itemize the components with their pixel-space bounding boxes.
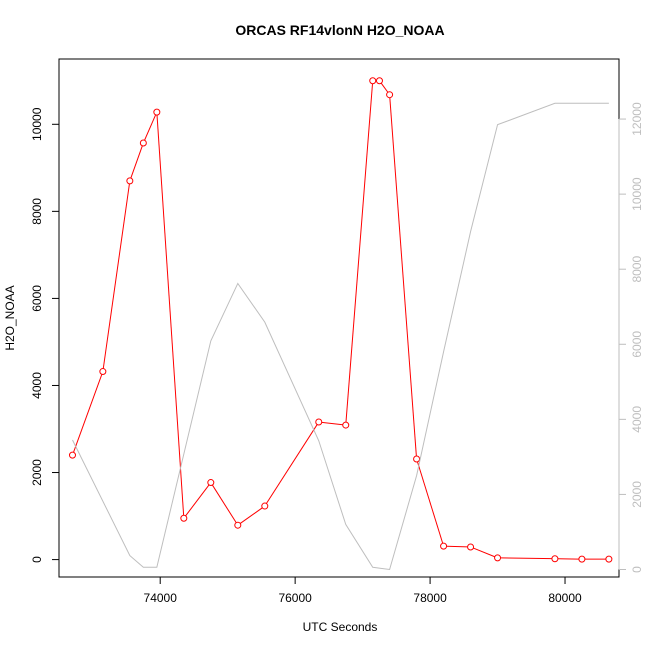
series-layer: [68, 77, 613, 571]
y2-tick-label: 4000: [630, 406, 644, 433]
series-0-segment: [130, 145, 143, 179]
x-tick-label: 76000: [278, 591, 312, 605]
series-0-point: [315, 418, 323, 426]
series-0-segment: [473, 547, 495, 558]
x-tick-label: 80000: [548, 591, 582, 605]
plot-frame: [58, 58, 620, 578]
y-tick-label: 4000: [30, 372, 44, 399]
series-0-point: [342, 421, 350, 429]
series-0-segment: [211, 484, 237, 523]
y-axis-left: 0 2000 4000 6000 8000 10000: [30, 107, 60, 563]
series-0-segment: [239, 507, 263, 524]
chart-title: ORCAS RF14vlonN H2O_NOAA: [235, 22, 444, 38]
series-0-segment: [265, 424, 318, 504]
y-tick-label: 8000: [30, 198, 44, 225]
x-axis-label: UTC Seconds: [303, 620, 378, 634]
series-0-segment: [345, 83, 373, 423]
y-tick-label: 2000: [30, 459, 44, 486]
y2-tick-label: 0: [630, 566, 644, 573]
y-axis-label: H2O_NOAA: [3, 285, 17, 350]
series-0-segment: [380, 82, 389, 93]
y-tick-label: 6000: [30, 285, 44, 312]
series-0-point: [153, 108, 161, 116]
y-tick-label: 0: [30, 556, 44, 563]
series-0-point: [494, 554, 502, 562]
series-0-point: [207, 479, 215, 487]
series-0-point: [261, 502, 269, 510]
series-0-point: [551, 555, 559, 563]
series-0-point: [99, 368, 107, 376]
y-axis-right: 0 2000 4000 6000 8000 10000 12000: [618, 102, 644, 573]
y2-tick-label: 2000: [630, 481, 644, 508]
series-0-point: [467, 543, 475, 551]
series-0-point: [413, 455, 421, 463]
series-0-segment: [144, 114, 157, 141]
series-0-point: [605, 555, 613, 563]
series-0-segment: [446, 545, 468, 548]
y-tick-label: 10000: [30, 107, 44, 141]
series-0-segment: [389, 97, 417, 457]
series-0-point: [578, 555, 586, 563]
series-0-segment: [73, 374, 103, 453]
series-0-point: [440, 542, 448, 550]
x-tick-label: 78000: [413, 591, 447, 605]
series-0-segment: [102, 183, 130, 369]
y2-tick-label: 6000: [630, 331, 644, 358]
series-0-point: [386, 91, 394, 99]
y2-tick-label: 10000: [630, 177, 644, 211]
series-0-point: [126, 177, 134, 185]
series-0-segment: [185, 484, 210, 517]
series-0-point: [234, 521, 242, 529]
y2-tick-label: 8000: [630, 256, 644, 283]
series-0-segment: [500, 557, 552, 560]
series-0-point: [180, 514, 188, 522]
series-0-point: [375, 77, 383, 85]
x-axis: 74000 76000 78000 80000: [144, 576, 582, 605]
x-tick-label: 74000: [144, 591, 178, 605]
series-0-segment: [321, 421, 343, 426]
series-0-point: [369, 77, 377, 85]
series-0-segment: [156, 115, 185, 516]
y2-tick-label: 12000: [630, 102, 644, 136]
series-0-segment: [417, 461, 444, 544]
series-0-point: [139, 139, 147, 147]
series-1-line: [72, 102, 609, 571]
series-0-point: [68, 451, 76, 459]
